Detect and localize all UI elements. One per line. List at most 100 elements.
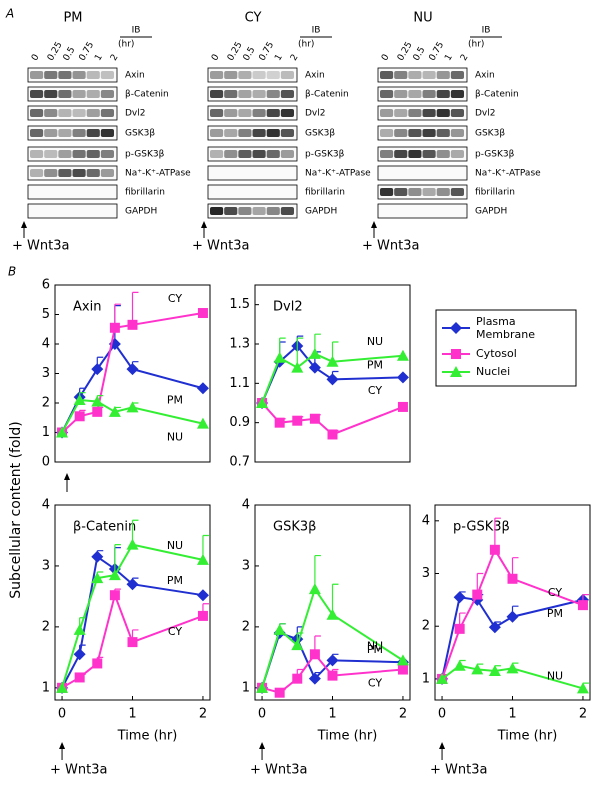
time-label: 0.25 <box>396 40 415 62</box>
point <box>292 673 303 684</box>
point <box>197 308 208 319</box>
series-line <box>61 398 204 433</box>
blot-row-label: fibrillarin <box>475 188 515 198</box>
blot-band <box>266 109 280 117</box>
panel-label: B <box>8 265 16 279</box>
legend-marker <box>451 349 461 359</box>
blot-band <box>266 207 280 215</box>
blot-band <box>450 150 464 158</box>
arrow-head <box>201 221 207 228</box>
blot-band <box>252 207 266 215</box>
y-tick-label: 2 <box>242 619 250 634</box>
blot-band <box>408 150 422 158</box>
blot-band <box>380 188 394 196</box>
chart-title: Dvl2 <box>273 300 303 315</box>
chart-title: Axin <box>73 300 101 315</box>
blot-band <box>422 71 436 79</box>
y-tick-label: 3 <box>42 558 50 573</box>
series-label: NU <box>367 639 383 652</box>
blot-band <box>224 90 238 98</box>
point <box>396 371 409 384</box>
time-label: 0.75 <box>258 40 277 62</box>
blot-row-label: p-GSK3β <box>475 150 515 160</box>
blot-band <box>450 129 464 137</box>
point <box>507 573 518 584</box>
point <box>309 649 320 660</box>
y-tick-label: 1 <box>42 425 50 440</box>
time-unit: (hr) <box>118 40 134 50</box>
point <box>488 621 501 634</box>
point <box>454 623 465 634</box>
arrow-head <box>259 742 266 749</box>
error-bar <box>331 583 339 615</box>
blot-band <box>210 90 224 98</box>
y-tick-label: 0 <box>42 455 50 470</box>
point <box>196 589 209 602</box>
blot-band <box>58 71 72 79</box>
time-label: 0.5 <box>242 45 258 62</box>
point <box>488 665 501 677</box>
point <box>126 578 139 591</box>
time-label: 0.5 <box>62 45 78 62</box>
point <box>126 401 139 413</box>
blot-band <box>252 71 266 79</box>
blot-band <box>280 207 294 215</box>
time-label: 0 <box>380 53 392 63</box>
blot-band <box>58 150 72 158</box>
blot-band <box>252 129 266 137</box>
legend-marker <box>450 322 462 334</box>
time-label: 0.75 <box>78 40 97 62</box>
y-tick-label: 1.5 <box>229 297 250 312</box>
blot-band <box>450 71 464 79</box>
blot-band <box>436 90 450 98</box>
point <box>308 361 321 374</box>
point <box>327 429 338 440</box>
point <box>109 322 120 333</box>
arrow-head <box>371 221 377 228</box>
blot-row-label: Na⁺-K⁺-ATPase <box>305 169 371 179</box>
blot-band <box>436 150 450 158</box>
blot-band <box>238 207 252 215</box>
point <box>308 347 321 359</box>
blot-band <box>86 90 100 98</box>
blot-row-label: GAPDH <box>475 207 507 217</box>
blot-band <box>252 109 266 117</box>
x-tick-label: 2 <box>199 707 207 722</box>
y-tick-label: 2 <box>42 396 50 411</box>
x-tick-label: 0 <box>58 707 66 722</box>
blot-band <box>450 90 464 98</box>
blot-band <box>266 71 280 79</box>
blot-band <box>86 109 100 117</box>
y-tick-label: 3 <box>242 558 250 573</box>
y-tick-label: 4 <box>42 337 50 352</box>
point <box>291 361 304 373</box>
time-label: 2 <box>289 53 301 63</box>
blot-row-label: fibrillarin <box>305 188 345 198</box>
x-tick-label: 0 <box>438 707 446 722</box>
point <box>92 658 103 669</box>
blot-strip <box>207 67 298 83</box>
blot-band <box>394 90 408 98</box>
series-label: NU <box>547 669 563 682</box>
time-label: 0 <box>30 53 42 63</box>
series-label: CY <box>368 384 382 397</box>
y-tick-label: 2 <box>42 619 50 634</box>
blot-band <box>238 150 252 158</box>
point <box>453 659 466 671</box>
blot-row-label: GSK3β <box>475 129 505 139</box>
y-axis-label: Subcellular content (fold) <box>8 421 24 599</box>
blot-band <box>86 129 100 137</box>
legend-label: Cytosol <box>476 347 517 360</box>
error-bar <box>494 517 501 550</box>
y-tick-label: 6 <box>42 278 50 293</box>
point <box>396 654 409 666</box>
legend-label: Plasma Membrane <box>476 315 535 341</box>
blot-row-label: GAPDH <box>305 207 337 217</box>
series-line <box>61 555 204 689</box>
point <box>273 351 286 363</box>
blot-row-label: Axin <box>125 71 145 81</box>
point <box>91 572 104 584</box>
blot-band <box>408 71 422 79</box>
point <box>291 639 304 651</box>
